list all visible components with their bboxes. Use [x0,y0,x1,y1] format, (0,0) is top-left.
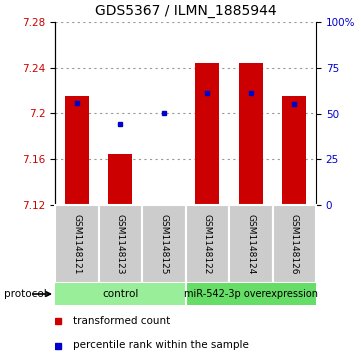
Bar [55,283,186,305]
Text: control: control [102,289,138,299]
Title: GDS5367 / ILMN_1885944: GDS5367 / ILMN_1885944 [95,4,276,18]
Bar [55,205,99,283]
Text: percentile rank within the sample: percentile rank within the sample [73,340,249,351]
Text: GSM1148124: GSM1148124 [246,214,255,274]
Text: GSM1148125: GSM1148125 [159,214,168,274]
Bar [152,204,176,205]
Text: miR-542-3p overexpression: miR-542-3p overexpression [184,289,318,299]
Bar [99,205,142,283]
Bar [282,96,306,205]
Bar [65,96,89,205]
Text: transformed count: transformed count [73,315,170,326]
Bar [108,154,132,205]
Bar [142,205,186,283]
Text: protocol: protocol [4,289,46,299]
Bar [273,205,316,283]
Bar [186,205,229,283]
Bar [229,205,273,283]
Bar [239,63,263,205]
Bar [186,283,316,305]
Text: GSM1148122: GSM1148122 [203,214,212,274]
Text: GSM1148123: GSM1148123 [116,214,125,274]
Text: GSM1148121: GSM1148121 [72,214,81,274]
Text: GSM1148126: GSM1148126 [290,214,299,274]
Bar [195,63,219,205]
